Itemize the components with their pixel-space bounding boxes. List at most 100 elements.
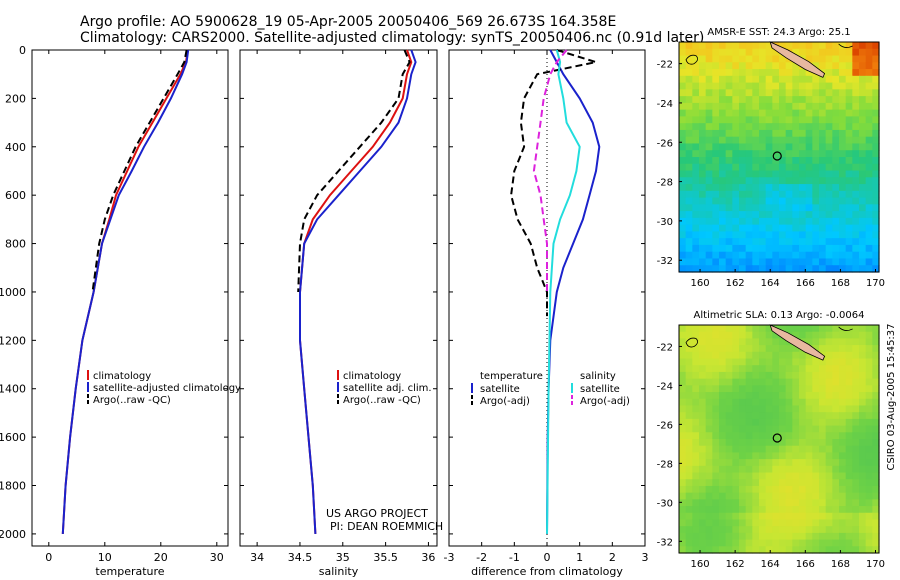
map-title: Altimetric SLA: 0.13 Argo: -0.0064 [694, 310, 865, 321]
map-cell [765, 136, 773, 145]
map-cell [825, 197, 833, 205]
map-cell [752, 217, 760, 226]
map-cell [732, 258, 740, 266]
map-cell [819, 150, 827, 158]
map-cell [859, 184, 867, 192]
map-cell [852, 251, 860, 260]
map-cell [819, 62, 827, 70]
map-cell [859, 116, 867, 124]
map-cell [832, 231, 840, 239]
map-cell [759, 398, 767, 407]
map-cell [865, 258, 873, 266]
map-cell [745, 358, 753, 366]
map-cell [705, 177, 713, 185]
map-cell [852, 425, 860, 433]
map-cell [819, 459, 827, 467]
map-cell [845, 265, 853, 273]
map-cell [759, 197, 767, 205]
map-cell [685, 532, 693, 541]
map-cell [872, 251, 880, 260]
map-cell [865, 62, 873, 70]
map-cell [799, 439, 807, 447]
map-cell [825, 526, 833, 534]
map-cell [745, 371, 753, 380]
map-cell [739, 217, 747, 226]
map-cell [745, 425, 753, 433]
map-cell [705, 459, 713, 467]
map-cell [825, 177, 833, 185]
map-cell [719, 425, 727, 433]
map-cell [865, 150, 873, 158]
map-cell [699, 499, 707, 507]
map-cell [805, 258, 813, 266]
map-cell [765, 325, 773, 333]
map-cell [692, 345, 700, 353]
map-cell [705, 197, 713, 205]
map-cell [699, 519, 707, 527]
map-cell [692, 532, 700, 541]
map-cell [805, 338, 813, 346]
map-cell [712, 472, 720, 480]
map-cell [712, 211, 720, 219]
map-cell [859, 351, 867, 360]
map-cell [839, 412, 847, 420]
map-cell [872, 485, 880, 494]
map-cell [845, 163, 853, 172]
map-cell [805, 129, 813, 138]
map-cell [832, 96, 840, 104]
map-cell [759, 519, 767, 527]
map-cell [799, 258, 807, 266]
map-cell [699, 217, 707, 226]
map-cell [765, 465, 773, 474]
map-cell [759, 506, 767, 514]
map-cell [805, 136, 813, 145]
map-cell [845, 499, 853, 507]
map-cell [692, 258, 700, 266]
map-cell [699, 546, 707, 554]
map-cell [819, 163, 827, 172]
map-cell [839, 62, 847, 70]
map-cell [825, 465, 833, 474]
map-cell [785, 519, 793, 527]
map-cell [745, 143, 753, 151]
map-cell [845, 412, 853, 420]
map-cell [845, 365, 853, 373]
map-cell [732, 42, 740, 50]
map-cell [792, 512, 800, 521]
map-cell [712, 405, 720, 413]
map-cell [799, 204, 807, 212]
map-cell [725, 519, 733, 527]
map-cell [859, 506, 867, 514]
map-cell [745, 452, 753, 460]
map-cell [839, 358, 847, 366]
map-cell [752, 75, 760, 84]
map-cell [839, 519, 847, 527]
map-cell [792, 123, 800, 131]
map-cell [805, 439, 813, 447]
map-cell [699, 365, 707, 373]
map-cell [759, 136, 767, 145]
map-cell [739, 345, 747, 353]
map-cell [845, 439, 853, 447]
map-cell [792, 48, 800, 57]
map-cell [852, 157, 860, 165]
map-cell [719, 459, 727, 467]
map-cell [845, 204, 853, 212]
map-cell [719, 405, 727, 413]
map-cell [692, 492, 700, 500]
map-cell [772, 177, 780, 185]
map-cell [692, 102, 700, 111]
map-cell [752, 163, 760, 172]
map-cell [772, 136, 780, 145]
map-cell [852, 338, 860, 346]
map-cell [865, 238, 873, 246]
map-cell [725, 238, 733, 246]
map-cell [759, 129, 767, 138]
map-cell [759, 157, 767, 165]
map-cell [765, 224, 773, 233]
map-cell [799, 445, 807, 454]
map-cell [825, 425, 833, 433]
map-cell [865, 472, 873, 480]
map-cell [692, 177, 700, 185]
map-cell [712, 231, 720, 239]
